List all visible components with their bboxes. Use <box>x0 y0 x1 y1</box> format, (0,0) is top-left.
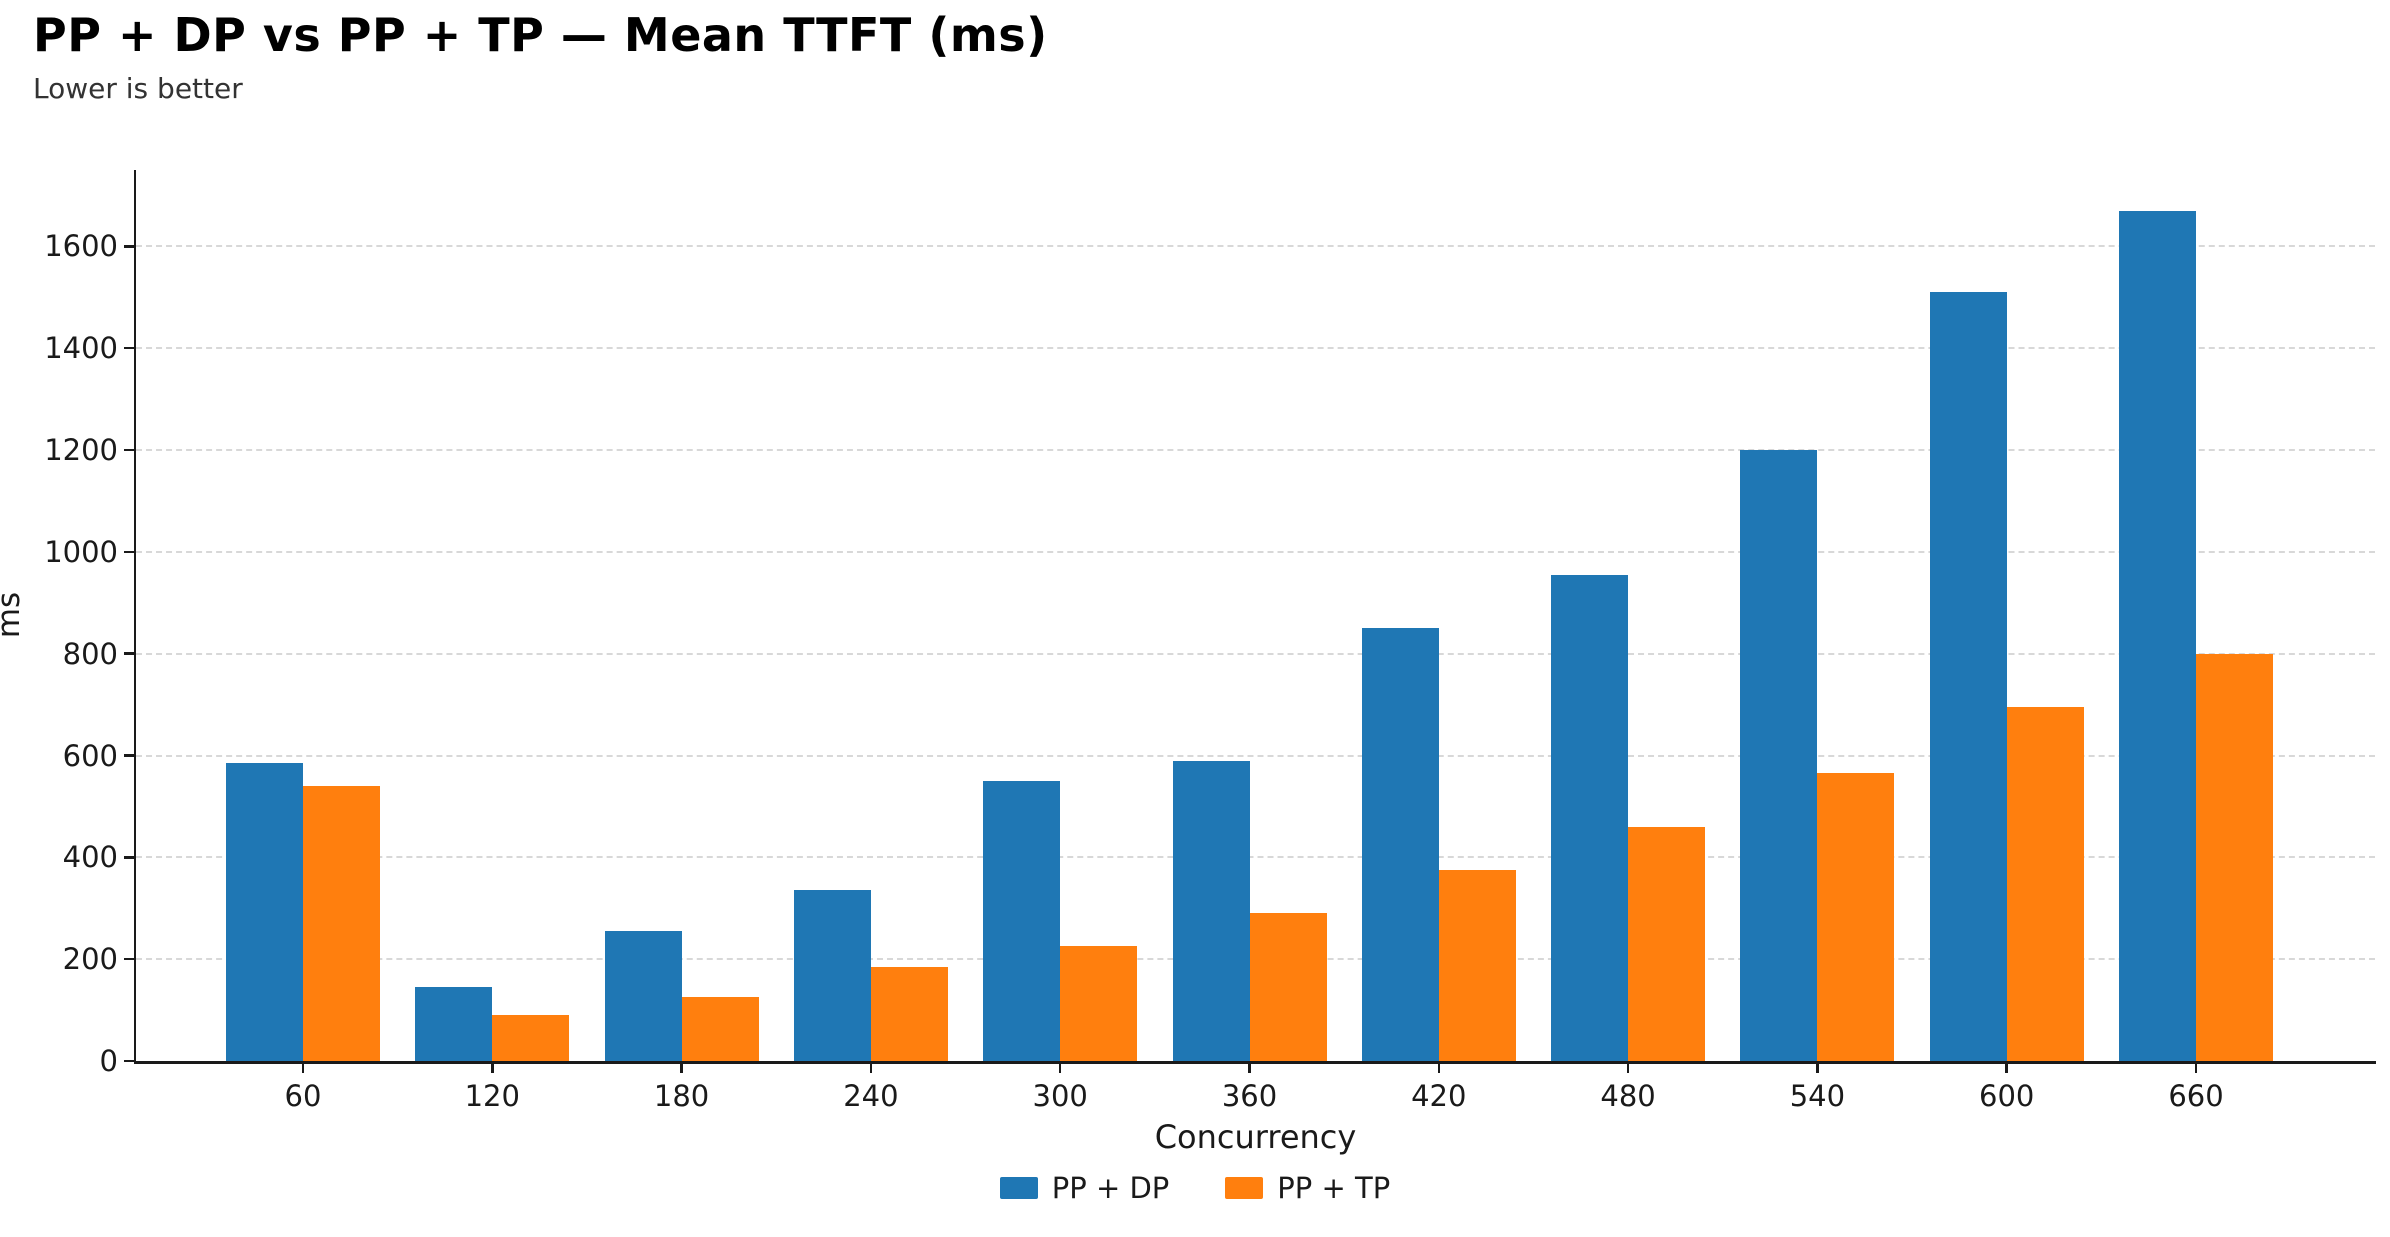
y-axis-spine <box>133 170 136 1064</box>
y-tick-mark-600 <box>124 754 136 757</box>
x-tick-mark-60 <box>301 1063 305 1073</box>
gridline-1000 <box>136 550 2375 553</box>
y-axis-label: ms <box>0 591 28 639</box>
legend-label-pp-dp: PP + DP <box>1051 1171 1170 1205</box>
x-tick-label-240: 240 <box>843 1079 899 1113</box>
gridline-1200 <box>136 449 2375 452</box>
bar-pp-dp-120 <box>415 987 493 1061</box>
x-tick-label-60: 60 <box>284 1079 322 1113</box>
y-tick-mark-800 <box>124 652 136 655</box>
bar-pp-dp-360 <box>1172 760 1250 1061</box>
y-tick-mark-200 <box>124 957 136 961</box>
x-tick-label-420: 420 <box>1411 1079 1467 1113</box>
y-tick-label-1200: 1200 <box>44 433 118 468</box>
y-tick-mark-400 <box>124 856 136 859</box>
y-tick-mark-1000 <box>124 550 136 554</box>
legend-item-pp-dp: PP + DP <box>999 1171 1170 1205</box>
bar-pp-dp-240 <box>793 890 871 1061</box>
x-tick-label-600: 600 <box>1979 1079 2035 1113</box>
y-tick-mark-1400 <box>124 346 136 350</box>
x-tick-label-660: 660 <box>2168 1079 2224 1113</box>
bar-pp-dp-420 <box>1361 628 1439 1061</box>
bar-pp-dp-300 <box>983 780 1061 1061</box>
bar-pp-tp-600 <box>2006 707 2084 1061</box>
y-tick-label-200: 200 <box>62 942 118 977</box>
legend-item-pp-tp: PP + TP <box>1225 1172 1390 1204</box>
x-tick-mark-540 <box>1816 1063 1819 1073</box>
gridline-1400 <box>136 347 2375 350</box>
x-axis-label: Concurrency <box>1154 1118 1357 1156</box>
y-tick-label-600: 600 <box>62 738 118 773</box>
x-tick-mark-120 <box>491 1063 494 1073</box>
y-tick-label-1600: 1600 <box>44 229 118 264</box>
y-tick-mark-0 <box>124 1059 136 1063</box>
bar-pp-dp-660 <box>2119 210 2196 1061</box>
x-tick-mark-420 <box>1437 1063 1441 1073</box>
legend-label-pp-tp: PP + TP <box>1277 1171 1391 1205</box>
y-tick-label-0: 0 <box>99 1044 118 1078</box>
x-tick-mark-300 <box>1058 1063 1062 1073</box>
bar-pp-dp-600 <box>1929 292 2007 1061</box>
y-tick-mark-1600 <box>124 245 136 248</box>
y-tick-label-1400: 1400 <box>44 331 118 366</box>
chart-legend: PP + DP PP + TP <box>0 1172 2390 1204</box>
bar-pp-tp-120 <box>492 1015 570 1061</box>
bar-pp-tp-420 <box>1438 870 1516 1061</box>
bar-pp-tp-180 <box>681 997 759 1061</box>
bar-pp-tp-300 <box>1060 946 1138 1061</box>
x-tick-label-360: 360 <box>1221 1079 1278 1113</box>
legend-swatch-pp-tp <box>1225 1177 1264 1199</box>
y-tick-mark-1200 <box>124 448 136 452</box>
x-tick-label-300: 300 <box>1032 1079 1088 1113</box>
chart-subtitle: Lower is better <box>33 72 243 105</box>
bar-pp-tp-540 <box>1817 773 1895 1061</box>
x-tick-mark-180 <box>680 1063 683 1073</box>
y-tick-label-1000: 1000 <box>44 534 118 569</box>
x-tick-mark-240 <box>869 1063 873 1073</box>
bar-pp-tp-240 <box>870 966 948 1061</box>
x-tick-label-120: 120 <box>464 1079 520 1113</box>
bar-pp-tp-660 <box>2196 653 2273 1061</box>
gridline-1600 <box>136 245 2375 248</box>
bar-pp-tp-60 <box>303 786 380 1061</box>
chart-title: PP + DP vs PP + TP — Mean TTFT (ms) <box>33 8 1048 62</box>
x-tick-label-180: 180 <box>653 1079 710 1113</box>
x-axis-spine <box>133 1061 2376 1064</box>
bar-pp-tp-360 <box>1249 913 1327 1061</box>
gridline-600 <box>136 754 2375 757</box>
y-tick-label-800: 800 <box>62 636 118 671</box>
bar-pp-dp-180 <box>604 931 682 1061</box>
x-tick-mark-480 <box>1626 1063 1630 1073</box>
legend-swatch-pp-dp <box>999 1177 1038 1199</box>
bar-pp-tp-480 <box>1628 826 1706 1061</box>
y-tick-label-400: 400 <box>62 840 118 875</box>
bar-pp-dp-60 <box>226 763 303 1061</box>
gridline-800 <box>136 652 2375 655</box>
x-tick-label-480: 480 <box>1600 1079 1656 1113</box>
x-tick-mark-360 <box>1248 1063 1251 1073</box>
x-tick-mark-600 <box>2005 1063 2008 1073</box>
bar-pp-dp-540 <box>1740 450 1818 1061</box>
x-tick-label-540: 540 <box>1789 1079 1846 1113</box>
bar-pp-dp-480 <box>1551 574 1629 1061</box>
plot-area <box>136 170 2375 1061</box>
gridline-400 <box>136 856 2375 859</box>
x-tick-mark-660 <box>2194 1063 2198 1073</box>
